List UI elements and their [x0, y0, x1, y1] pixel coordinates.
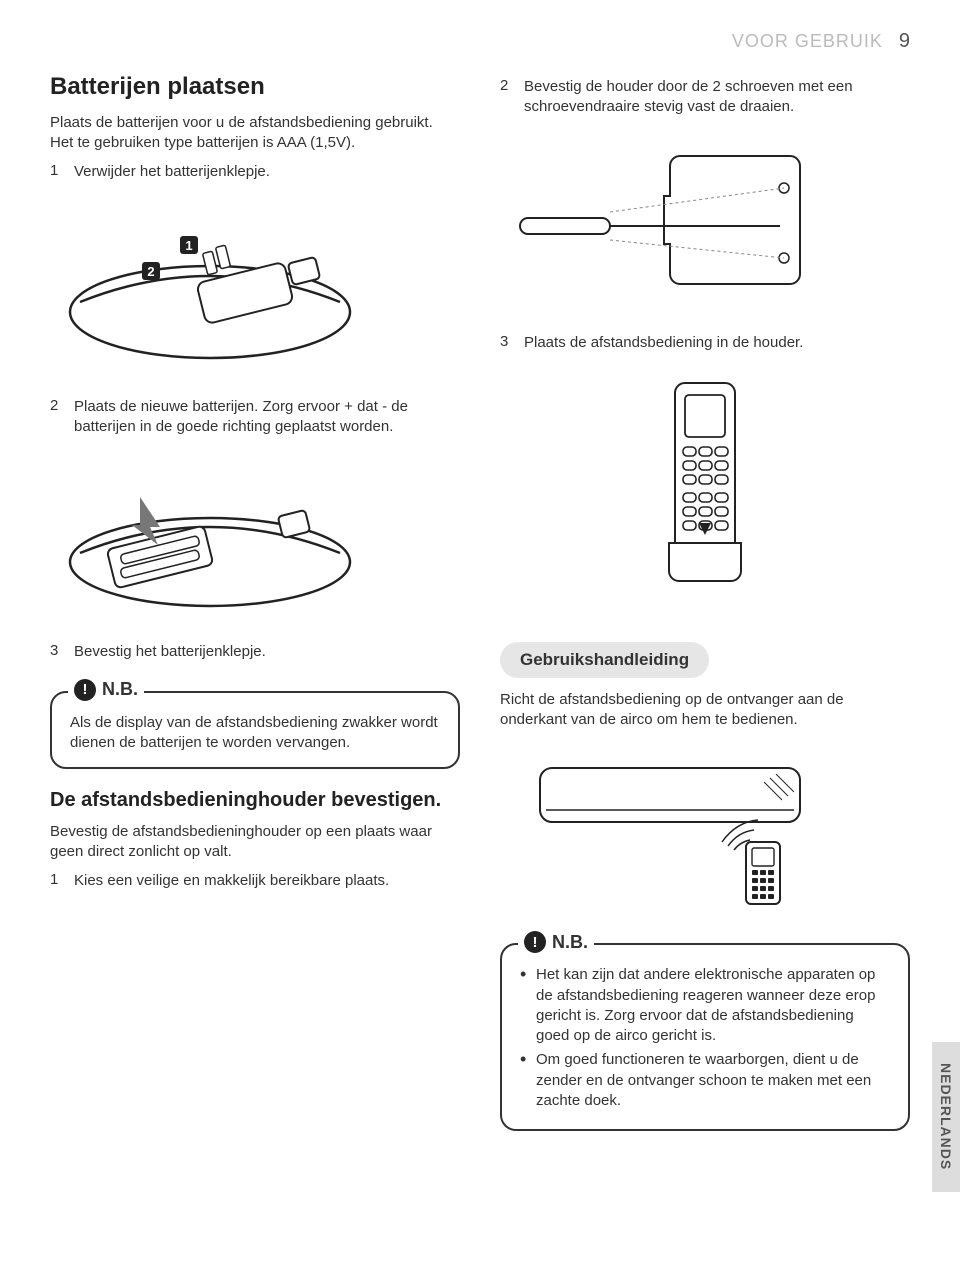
note-text: Als de display van de afstandsbediening … [70, 713, 440, 754]
note-label: ! N.B. [518, 931, 594, 953]
step-text: Plaats de afstandsbediening in de houder… [524, 333, 910, 353]
illustration-airco-signal [500, 750, 910, 915]
svg-text:1: 1 [185, 238, 192, 253]
note-label-text: N.B. [102, 679, 138, 700]
note-bullet-list: Het kan zijn dat andere elektronische ap… [520, 965, 890, 1111]
mount-intro: Bevestig de afstandsbedieninghouder op e… [50, 822, 460, 863]
step-text: Kies een veilige en makkelijk bereikbare… [74, 871, 460, 891]
note-label: ! N.B. [68, 679, 144, 701]
usage-chip: Gebruikshandleiding [500, 642, 709, 678]
svg-text:2: 2 [147, 264, 154, 279]
note-box-display: ! N.B. Als de display van de afstandsbed… [50, 691, 460, 770]
step-number: 2 [50, 397, 64, 438]
step-number: 1 [50, 162, 64, 182]
step-row: 3 Bevestig het batterijenklepje. [50, 642, 460, 662]
right-column: 2 Bevestig de houder door de 2 schroeven… [500, 73, 910, 1131]
step-text: Plaats de nieuwe batterijen. Zorg ervoor… [74, 397, 460, 438]
step-row: 3 Plaats de afstandsbediening in de houd… [500, 333, 910, 353]
batteries-intro: Plaats de batterijen voor u de afstandsb… [50, 113, 460, 154]
exclamation-icon: ! [74, 679, 96, 701]
step-number: 3 [500, 333, 514, 353]
note-bullet: Het kan zijn dat andere elektronische ap… [520, 965, 890, 1046]
step-row: 1 Verwijder het batterijenklepje. [50, 162, 460, 182]
step-row: 1 Kies een veilige en makkelijk bereikba… [50, 871, 460, 891]
note-bullet: Om goed functioneren te waarborgen, dien… [520, 1050, 890, 1111]
step-number: 3 [50, 642, 64, 662]
step-text: Bevestig het batterijenklepje. [74, 642, 460, 662]
exclamation-icon: ! [524, 931, 546, 953]
step-text: Verwijder het batterijenklepje. [74, 162, 460, 182]
step-number: 2 [500, 77, 514, 118]
page-header: VOOR GEBRUIK 9 [50, 30, 910, 53]
illustration-insert-batteries [50, 457, 460, 622]
illustration-remote-in-holder [500, 373, 910, 598]
step-text: Bevestig de houder door de 2 schroeven m… [524, 77, 910, 118]
step-row: 2 Bevestig de houder door de 2 schroeven… [500, 77, 910, 118]
left-column: Batterijen plaatsen Plaats de batterijen… [50, 73, 460, 1131]
note-box-usage: ! N.B. Het kan zijn dat andere elektroni… [500, 943, 910, 1131]
batteries-title: Batterijen plaatsen [50, 73, 460, 101]
illustration-remote-cover: 1 2 [50, 202, 460, 377]
header-section: VOOR GEBRUIK [732, 31, 883, 52]
usage-text: Richt de afstandsbediening op de ontvang… [500, 690, 910, 731]
illustration-mount-holder [500, 138, 910, 313]
step-row: 2 Plaats de nieuwe batterijen. Zorg ervo… [50, 397, 460, 438]
note-label-text: N.B. [552, 932, 588, 953]
language-tab: NEDERLANDS [932, 1042, 960, 1192]
page-number: 9 [899, 30, 910, 53]
step-number: 1 [50, 871, 64, 891]
mount-title: De afstandsbedieninghouder bevestigen. [50, 789, 460, 812]
